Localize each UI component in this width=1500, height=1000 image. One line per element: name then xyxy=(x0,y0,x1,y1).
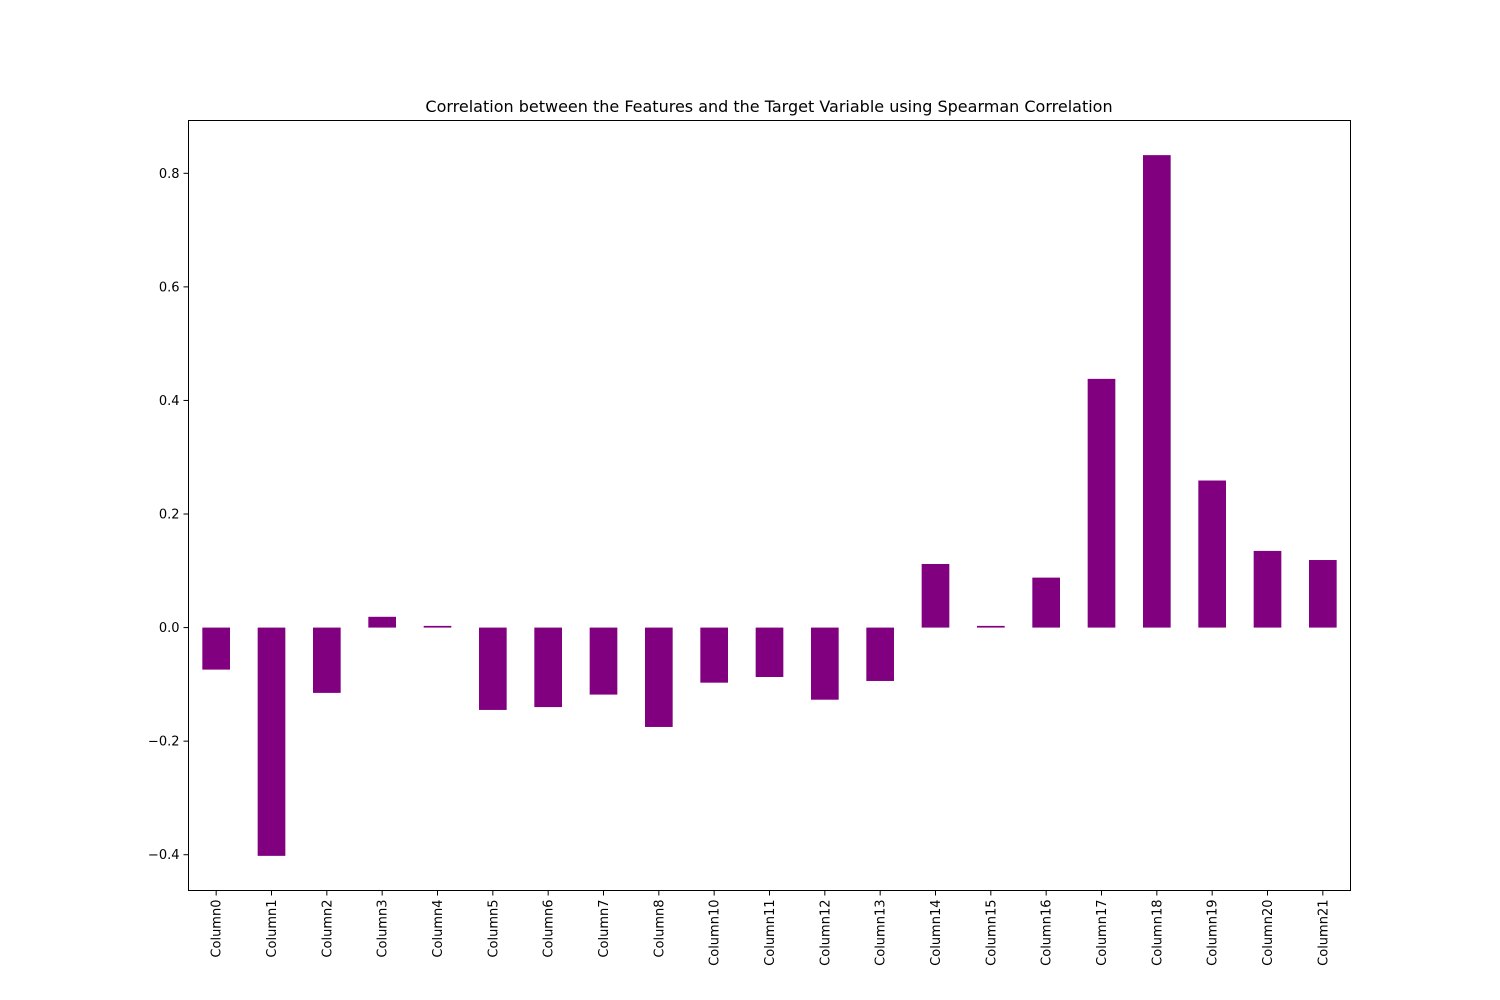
bar-Column13 xyxy=(866,627,894,681)
bar-Column1 xyxy=(257,627,286,856)
x-tick-label: Column11 xyxy=(763,900,778,966)
bar-Column11 xyxy=(755,627,784,677)
x-tick-label: Column6 xyxy=(542,900,557,958)
x-tick-label: Column5 xyxy=(486,900,501,958)
x-tick-label: Column16 xyxy=(1040,900,1055,966)
x-tick-label: Column20 xyxy=(1261,900,1276,966)
x-tick-label: Column15 xyxy=(984,899,999,965)
chart-title: Correlation between the Features and the… xyxy=(425,97,1112,116)
x-tick-label: Column10 xyxy=(708,900,723,966)
bar-Column2 xyxy=(313,627,341,693)
bar-Column18 xyxy=(1143,155,1171,628)
y-tick-label: 0.8 xyxy=(159,167,180,182)
y-tick-label: −0.4 xyxy=(148,848,180,863)
x-tick-label: Column8 xyxy=(652,900,667,958)
x-tick-label: Column12 xyxy=(818,900,833,966)
x-tick-label: Column4 xyxy=(431,900,446,958)
x-tick-label: Column19 xyxy=(1206,900,1221,966)
bar-Column0 xyxy=(202,627,230,670)
bar-Column3 xyxy=(368,616,396,628)
x-tick-label: Column3 xyxy=(376,900,391,958)
plot-frame xyxy=(188,120,1351,891)
bar-Column17 xyxy=(1087,378,1116,628)
bar-Column10 xyxy=(700,627,728,683)
bar-Column7 xyxy=(589,627,618,695)
y-tick-label: 0.4 xyxy=(159,394,180,409)
x-tick-label: Column14 xyxy=(929,900,944,966)
bar-Column6 xyxy=(534,627,562,708)
bar-Column14 xyxy=(921,563,950,628)
bar-Column21 xyxy=(1309,560,1337,628)
bar-Column5 xyxy=(479,627,507,710)
bar-Column19 xyxy=(1198,480,1226,628)
bar-Column15 xyxy=(977,625,1005,628)
x-tick-label: Column21 xyxy=(1316,900,1331,966)
x-tick-label: Column13 xyxy=(874,900,889,966)
bar-Column8 xyxy=(645,627,673,727)
bars-group xyxy=(202,155,1337,856)
x-tick-label: Column0 xyxy=(210,900,225,958)
y-axis: −0.4 −0.2 0.0 0.2 0.4 0.6 0.8 xyxy=(148,167,189,863)
bar-Column4 xyxy=(423,625,452,628)
x-tick-label: Column1 xyxy=(265,900,280,958)
bar-Column16 xyxy=(1032,577,1060,628)
y-tick-label: 0.2 xyxy=(159,508,180,523)
y-tick-label: 0.0 xyxy=(159,621,180,636)
x-tick-label: Column7 xyxy=(597,900,612,958)
bar-Column20 xyxy=(1253,550,1282,628)
x-tick-label: Column2 xyxy=(320,900,335,958)
x-axis: Column0 Column1 Column2 Column3 Column4 Colum… xyxy=(210,890,1331,966)
x-tick-label: Column17 xyxy=(1095,900,1110,966)
y-tick-label: −0.2 xyxy=(148,735,180,750)
x-tick-label: Column18 xyxy=(1150,900,1165,966)
bar-Column12 xyxy=(811,627,839,700)
y-tick-label: 0.6 xyxy=(159,280,180,295)
